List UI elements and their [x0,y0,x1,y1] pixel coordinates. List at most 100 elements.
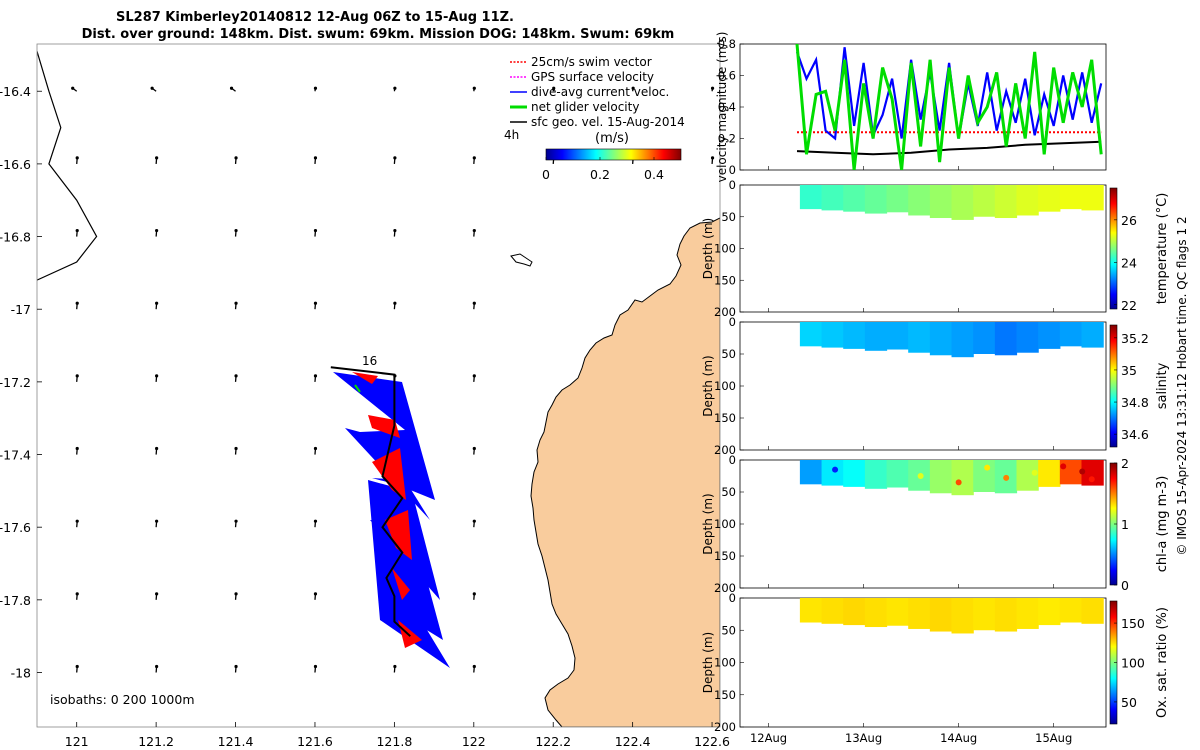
current-arrow [393,156,397,164]
legend-item: net glider velocity [510,100,639,114]
current-arrow [234,156,238,164]
current-arrow [75,374,79,382]
current-arrow [393,664,397,673]
temperature-section-cell [994,185,1018,219]
salinity-section-cell [1059,322,1083,347]
legend-item: dive-avg current veloc. [510,85,669,99]
temperature-section-cells [799,185,1104,220]
velocity-y-tick-label: 0.2 [718,132,736,146]
velocity-y-tick-label: 0.8 [718,37,736,51]
temperature-section-cell [1016,185,1039,216]
map-y-tick-label: -18 [11,666,31,681]
credit-text: © IMOS 15-Apr-2024 13:31:12 Hobart time.… [1175,216,1189,555]
map-x-axis: 121 121.2 121.4 121.6 121.8 122 122.2 122.4 122.… [65,722,730,749]
legend-item: GPS surface velocity [510,70,654,84]
swim-vector-fill [352,372,422,648]
temperature-section-cell [1059,185,1083,210]
velocity-y-tick-label: 0.6 [718,69,736,83]
current-arrow [155,664,159,673]
chla-colorbar-tick-label: 1 [1121,517,1129,532]
map-x-tick-label: 122.6 [694,734,730,749]
salinity-section-cell [821,322,844,348]
chla-spot [1060,463,1067,470]
current-arrow [313,301,318,310]
svg-text:25cm/s swim vector: 25cm/s swim vector [531,55,652,69]
legend-item: sfc geo. vel. 15-Aug-2014 [510,115,685,129]
oxygen-colorbar-tick-label: 150 [1121,616,1145,631]
legend-item: 25cm/s swim vector [510,55,652,69]
current-arrow [472,228,476,237]
svg-text:net glider velocity: net glider velocity [531,100,639,114]
chla-section-cell [864,460,888,489]
salinity-colorbar-label: salinity [1155,362,1170,409]
current-arrow [75,228,79,237]
colorbar-title: (m/s) [595,131,629,146]
temperature-section-cell [799,185,823,210]
chla-spot [832,466,839,473]
oxygen-y-tick-label: 100 [714,656,736,670]
date-tick-label: 13Aug [845,731,882,745]
current-arrow [155,374,159,382]
map-x-tick-label: 121.8 [376,734,412,749]
current-arrow [150,86,157,92]
chla-y-tick-label: 50 [721,485,736,499]
current-arrow [155,519,159,528]
current-arrow [472,301,476,310]
map-x-tick-label: 122.4 [615,734,651,749]
isobath-line [37,51,98,281]
figure-title-line1: SL287 Kimberley20140812 12-Aug 06Z to 15… [116,10,514,25]
current-arrow [552,86,556,92]
salinity-colorbar [1109,324,1118,448]
oxygen-colorbar-tick-label: 100 [1121,656,1145,671]
current-arrow [472,519,476,528]
current-arrow [393,301,397,310]
chla-spot [1088,476,1095,483]
salinity-y-tick-label: 0 [729,315,736,329]
oxygen-section-cell [1016,598,1039,629]
temperature-y-tick-label: 200 [714,305,736,319]
velocity-series-line [795,47,1103,141]
svg-text:sfc geo. vel. 15-Aug-2014: sfc geo. vel. 15-Aug-2014 [531,115,685,129]
oxygen-section-cell [929,598,953,632]
map-x-tick-label: 121.6 [297,734,333,749]
chla-spot [1079,468,1086,475]
colorbar-tick-label: 0 [542,167,550,182]
chla-spots [832,463,1095,486]
map-y-tick-label: -17.4 [0,448,31,463]
temperature-colorbar-tick-label: 22 [1121,298,1137,313]
oxygen-section-cell [994,598,1018,632]
current-arrow [75,156,79,164]
chla-section-cell [1016,460,1039,491]
current-arrow [155,228,159,237]
current-arrow [234,519,238,528]
chla-section-cell [821,460,844,486]
chla-y-tick-label: 150 [714,549,736,563]
oxygen-section-cell [799,598,823,623]
temperature-section-cell [864,185,888,214]
chla-colorbar-tick-label: 0 [1121,578,1129,593]
current-arrow [234,228,238,237]
map-y-tick-label: -16.4 [0,84,31,99]
temperature-section-cell [886,185,909,213]
salinity-section-cell [1016,322,1039,353]
chla-section-cell [843,460,866,487]
map-x-tick-label: 121.2 [138,734,174,749]
salinity-y-tick-label: 100 [714,379,736,393]
temperature-colorbar-tick-label: 24 [1121,255,1137,270]
velocity-y-tick-label: 0.4 [718,100,736,114]
chla-section-cell [973,460,996,492]
oxygen-section-cells [799,598,1104,634]
map-y-tick-label: -16.8 [0,230,31,245]
current-arrow [234,374,238,382]
current-arrow [234,664,238,673]
current-arrow [472,664,476,673]
current-arrow [75,301,79,310]
salinity-section-cell [929,322,953,356]
temperature-ylabel: Depth (m) [701,218,715,279]
current-arrow [155,301,159,310]
current-arrow [155,446,159,455]
current-arrow [155,156,159,164]
hours-label: 4h [504,128,519,142]
salinity-section-cell [1081,322,1104,348]
oxygen-section-cell [1081,598,1104,624]
